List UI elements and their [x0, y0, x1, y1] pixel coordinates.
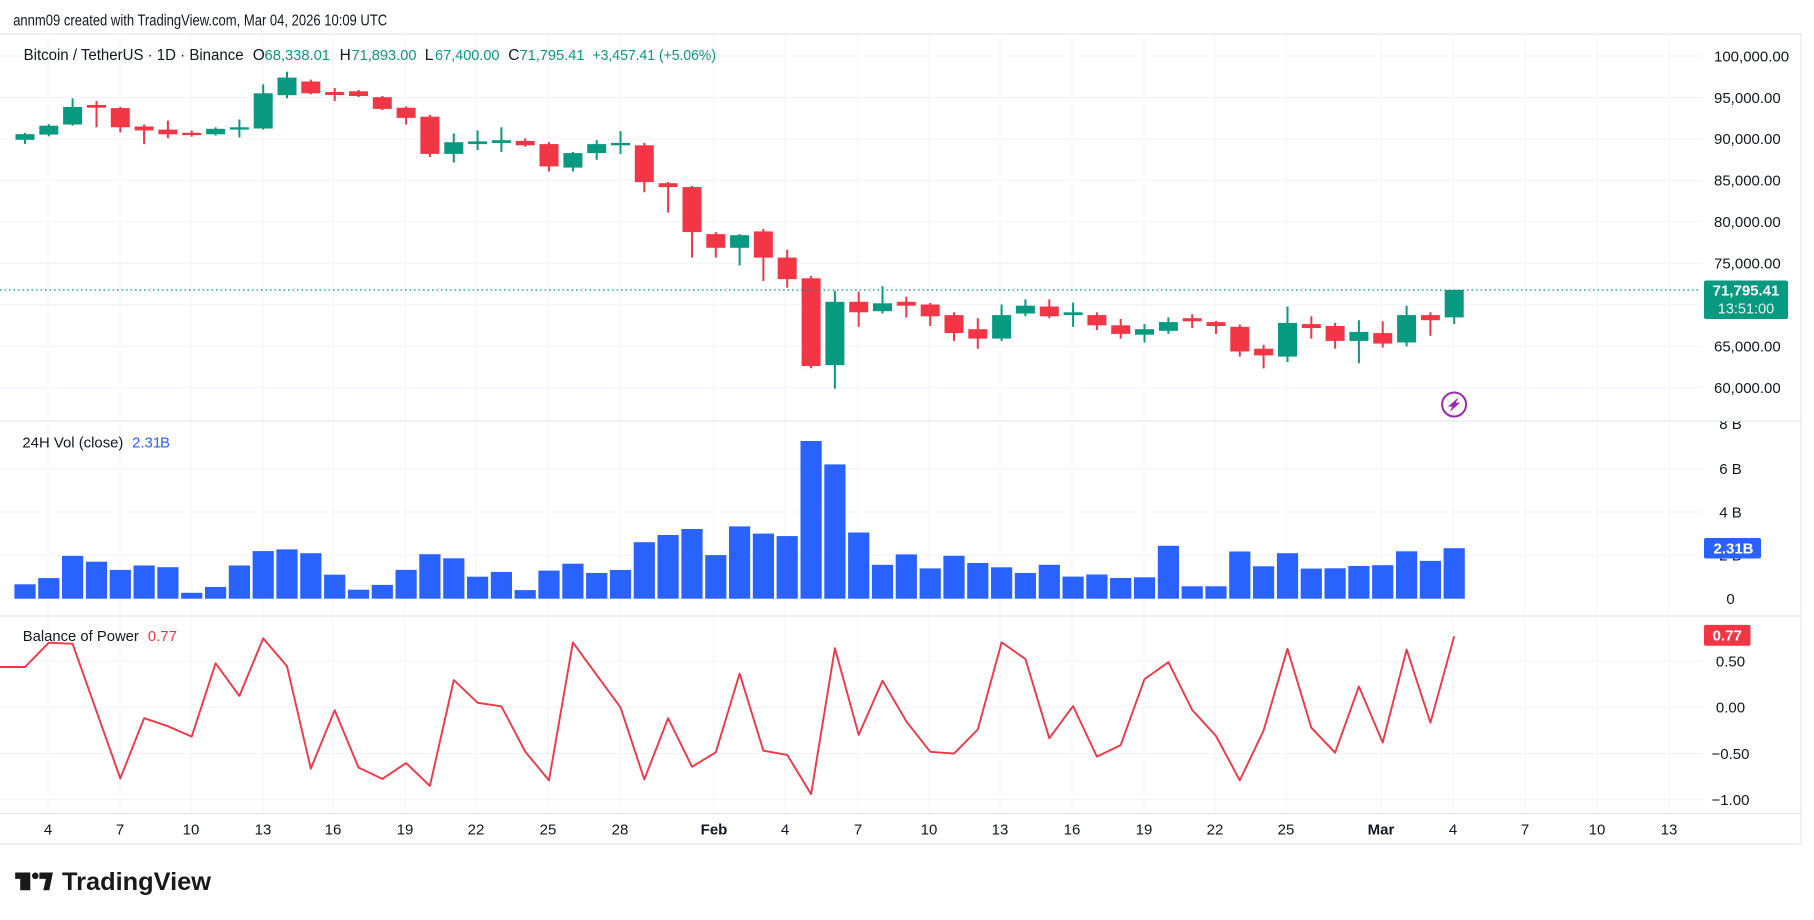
svg-text:80,000.00: 80,000.00 [1714, 214, 1781, 231]
svg-text:−1.00: −1.00 [1712, 792, 1750, 809]
svg-text:10: 10 [921, 821, 938, 838]
svg-text:0.00: 0.00 [1716, 700, 1745, 717]
svg-text:95,000.00: 95,000.00 [1714, 90, 1781, 107]
svg-text:71,893.00: 71,893.00 [352, 47, 417, 64]
svg-text:4: 4 [781, 821, 789, 838]
svg-text:24H Vol (close): 24H Vol (close) [22, 435, 123, 452]
svg-text:6 B: 6 B [1719, 461, 1742, 478]
svg-text:2.31: 2.31 [132, 435, 161, 452]
svg-text:−0.50: −0.50 [1712, 746, 1750, 763]
svg-text:100,000.00: 100,000.00 [1714, 48, 1789, 65]
svg-text:TradingView: TradingView [62, 868, 212, 896]
svg-text:H: H [340, 47, 351, 64]
svg-text:7: 7 [116, 821, 124, 838]
svg-text:13:51:00: 13:51:00 [1718, 302, 1774, 318]
svg-text:10: 10 [183, 821, 200, 838]
svg-text:annm09 created with TradingVie: annm09 created with TradingView.com, Mar… [13, 13, 387, 30]
svg-text:O: O [253, 47, 265, 64]
svg-text:C: C [508, 47, 519, 64]
svg-text:2.31B: 2.31B [1713, 540, 1753, 557]
svg-text:25: 25 [1278, 821, 1295, 838]
svg-text:22: 22 [1207, 821, 1224, 838]
svg-text:60,000.00: 60,000.00 [1714, 380, 1781, 397]
svg-text:13: 13 [1661, 821, 1678, 838]
svg-text:13: 13 [992, 821, 1009, 838]
svg-text:25: 25 [540, 821, 557, 838]
svg-text:8 B: 8 B [1719, 416, 1742, 433]
svg-text:0.77: 0.77 [148, 628, 177, 645]
svg-text:B: B [160, 435, 170, 452]
svg-text:Balance of Power: Balance of Power [23, 628, 139, 645]
svg-text:67,400.00: 67,400.00 [435, 47, 500, 64]
svg-text:0.50: 0.50 [1716, 654, 1745, 671]
svg-text:7: 7 [854, 821, 862, 838]
svg-text:+3,457.41 (+5.06%): +3,457.41 (+5.06%) [593, 47, 717, 64]
svg-text:75,000.00: 75,000.00 [1714, 256, 1781, 273]
svg-text:19: 19 [1136, 821, 1153, 838]
svg-text:65,000.00: 65,000.00 [1714, 339, 1781, 356]
svg-text:Mar: Mar [1368, 821, 1395, 838]
svg-text:71,795.41: 71,795.41 [1713, 283, 1780, 300]
svg-text:85,000.00: 85,000.00 [1714, 173, 1781, 190]
svg-text:Bitcoin / TetherUS · 1D · Bina: Bitcoin / TetherUS · 1D · Binance [24, 47, 244, 64]
svg-text:0.77: 0.77 [1713, 627, 1742, 644]
svg-text:71,795.41: 71,795.41 [520, 47, 585, 64]
svg-text:68,338.01: 68,338.01 [265, 47, 331, 64]
svg-text:0: 0 [1726, 591, 1734, 608]
svg-text:4: 4 [1449, 821, 1457, 838]
svg-text:L: L [425, 47, 434, 64]
svg-text:Feb: Feb [701, 821, 728, 838]
svg-text:13: 13 [255, 821, 272, 838]
svg-text:7: 7 [1521, 821, 1529, 838]
svg-text:10: 10 [1589, 821, 1606, 838]
svg-text:28: 28 [612, 821, 629, 838]
svg-text:90,000.00: 90,000.00 [1714, 131, 1781, 148]
svg-text:16: 16 [1064, 821, 1081, 838]
svg-text:19: 19 [397, 821, 414, 838]
svg-text:22: 22 [468, 821, 485, 838]
svg-text:4: 4 [44, 821, 52, 838]
svg-text:4 B: 4 B [1719, 504, 1742, 521]
svg-text:16: 16 [325, 821, 342, 838]
